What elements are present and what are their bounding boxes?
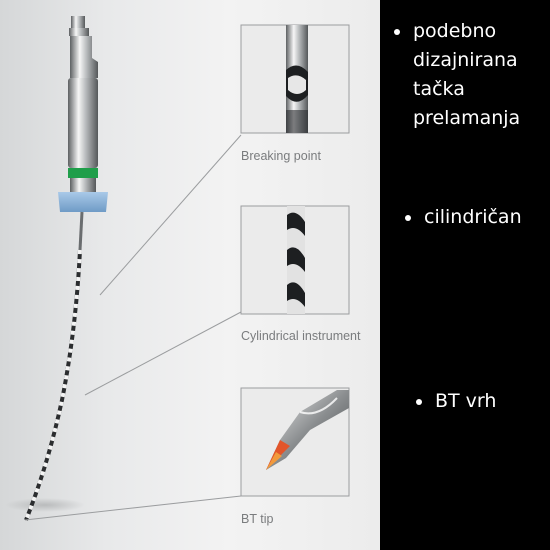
inset-breaking-point	[240, 24, 350, 134]
handle-color-ring	[68, 168, 98, 178]
bullet-line: tačka	[413, 78, 465, 100]
instrument-shadow	[5, 498, 85, 512]
bullet-breaking-point: podebno dizajnirana tačka prelamanja	[394, 17, 521, 133]
leader-lines	[24, 134, 242, 521]
inset-bt-tip	[240, 387, 350, 497]
caption-cylindrical-instrument: Cylindrical instrument	[241, 329, 361, 343]
bullet-line: dizajnirana	[413, 49, 518, 71]
rubber-stopper	[58, 192, 108, 212]
bullet-line: cilindričan	[424, 206, 522, 228]
bullet-line: BT vrh	[435, 390, 497, 412]
bullet-dot	[416, 399, 422, 405]
bullet-cylindrical: cilindričan	[405, 203, 522, 232]
caption-bt-tip: BT tip	[241, 512, 274, 526]
instrument-handle	[68, 16, 98, 192]
spiral-working-part	[24, 249, 82, 521]
instrument-shaft	[78, 211, 84, 251]
instrument-illustration	[5, 16, 350, 521]
bullet-dot	[394, 29, 400, 35]
endodontic-file-photo: Breaking point Cylindrical instrument BT…	[0, 0, 380, 550]
bullet-line: prelamanja	[413, 107, 521, 129]
bullet-line: podebno	[413, 20, 497, 42]
inset-cylindrical-instrument	[240, 205, 350, 315]
bullet-dot	[405, 215, 411, 221]
caption-breaking-point: Breaking point	[241, 149, 321, 163]
bullet-bt-tip: BT vrh	[416, 387, 497, 416]
